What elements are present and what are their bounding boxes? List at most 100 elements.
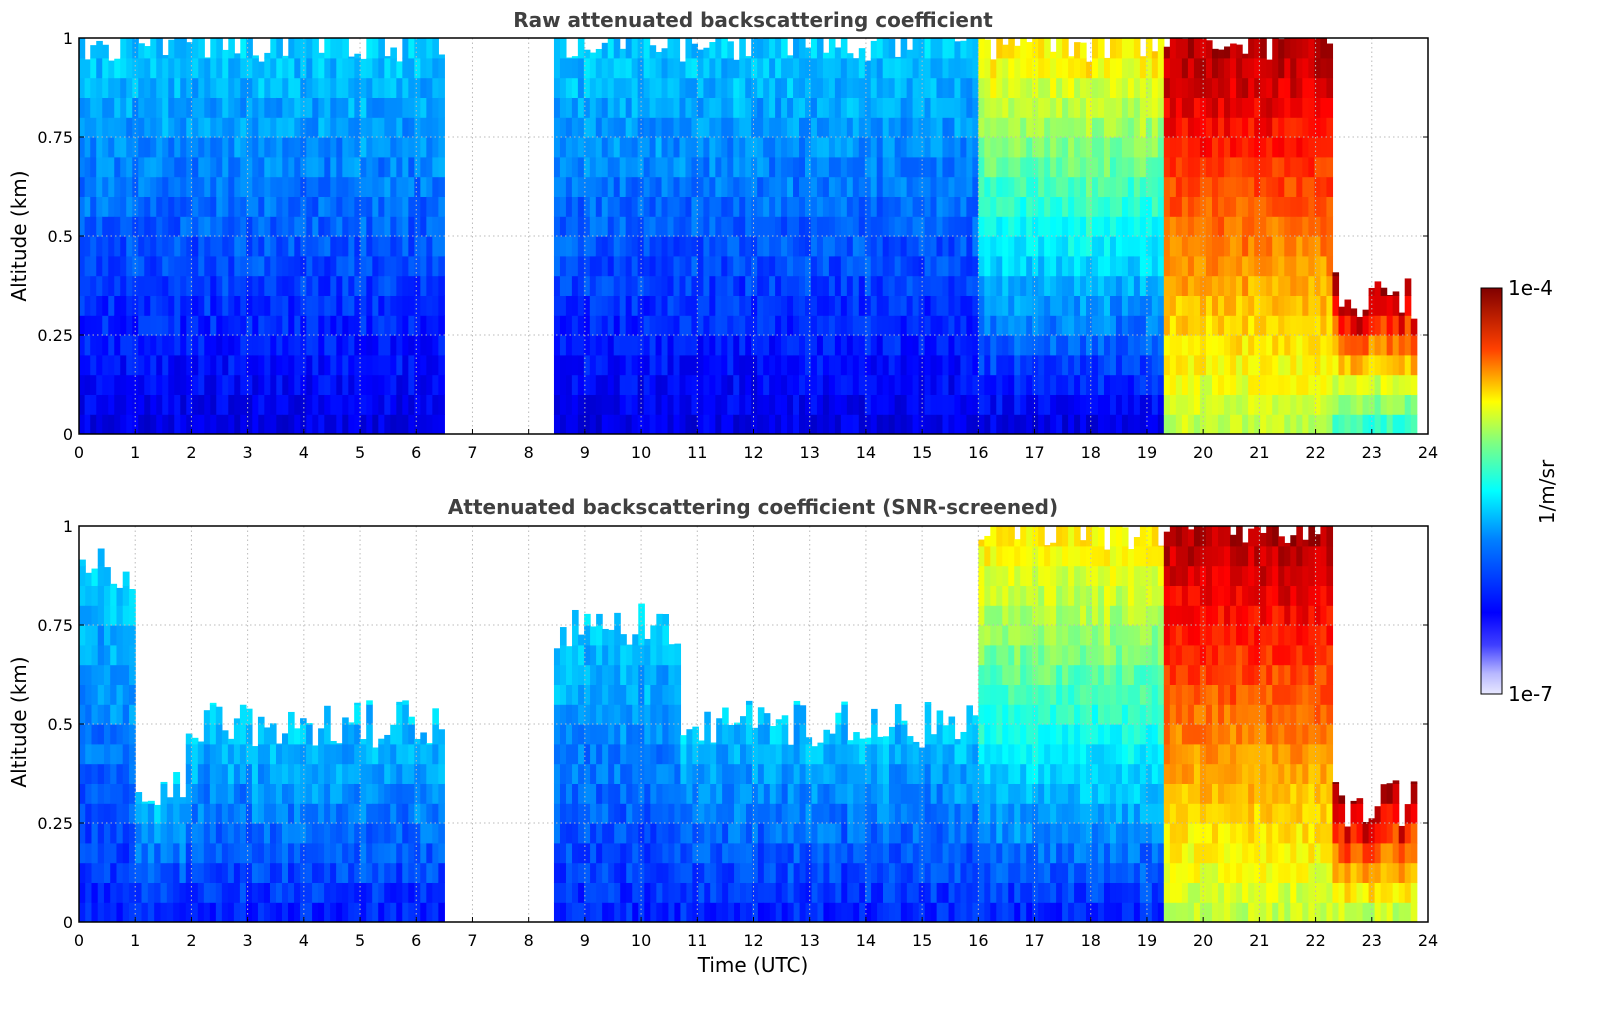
heatmap-cell [1139,236,1147,257]
heatmap-cell [1086,77,1093,98]
heatmap-cell [408,295,415,316]
heatmap-cell [1266,137,1273,158]
heatmap-cell [572,842,579,864]
heatmap-cell [1278,216,1285,237]
heatmap-cell [697,97,704,118]
heatmap-cell [882,156,890,178]
heatmap-cell [787,315,794,336]
heatmap-cell [751,335,758,356]
heatmap-cell [91,684,99,705]
heatmap-cell [276,275,283,296]
heatmap-cell [1326,137,1334,158]
heatmap-cell [703,315,710,336]
heatmap-cell [781,315,788,336]
heatmap-cell [110,862,118,883]
heatmap-cell [577,216,585,237]
heatmap-cell [90,414,97,434]
heatmap-cell [816,97,824,118]
heatmap-cell [643,255,651,277]
heatmap-cell [715,354,722,376]
heatmap-cell [566,646,573,666]
heatmap-cell [948,216,956,237]
heatmap-cell [360,763,367,784]
heatmap-cell [1115,394,1123,415]
heatmap-cell [978,354,985,376]
heatmap-cell [852,295,860,316]
heatmap-cell [276,335,283,356]
heatmap-cell [96,77,103,98]
heatmap-cell [1326,117,1334,138]
x-tick-label: 20 [1193,443,1213,462]
heatmap-cell [276,38,283,59]
heatmap-cell [336,255,343,277]
heatmap-cell [1008,196,1015,217]
heatmap-cell [553,354,561,376]
heatmap-cell [79,315,86,336]
heatmap-cell [972,156,979,178]
heatmap-cell [396,216,403,237]
heatmap-cell [930,196,938,217]
heatmap-cell [840,176,848,197]
heatmap-cell [733,156,740,178]
heatmap-cell [1218,77,1225,98]
heatmap-cell [156,97,163,118]
heatmap-cell [739,117,746,138]
heatmap-cell [864,354,872,376]
heatmap-cell [245,862,253,883]
heatmap-cell [426,783,433,804]
heatmap-cell [90,216,97,237]
heatmap-cell [366,783,373,804]
heatmap-cell [122,704,130,725]
heatmap-cell [426,117,433,138]
heatmap-cell [180,394,187,415]
heatmap-cell [294,97,301,118]
heatmap-cell [822,52,830,59]
heatmap-cell [1260,38,1267,59]
heatmap-cell [649,97,657,118]
heatmap-cell [257,724,265,745]
heatmap-cell [602,664,609,685]
heatmap-cell [1224,394,1231,415]
heatmap-cell [1320,77,1328,98]
heatmap-cell [1014,137,1021,158]
heatmap-cell [1224,315,1231,336]
heatmap-cell [1278,39,1285,59]
heatmap-cell [858,117,866,138]
heatmap-cell [312,236,319,257]
heatmap-cell [342,743,349,765]
heatmap-cell [894,275,902,296]
heatmap-cell [888,236,896,257]
heatmap-cell [584,823,591,844]
heatmap-cell [1002,216,1009,237]
heatmap-cell [348,57,355,79]
heatmap-cell [858,176,866,197]
heatmap-cell [79,882,86,903]
heatmap-cell [793,38,800,59]
heatmap-cell [1254,335,1261,356]
heatmap-cell [402,97,409,118]
heatmap-cell [775,295,782,316]
heatmap-cell [601,97,609,118]
heatmap-cell [1044,315,1051,336]
heatmap-cell [1139,56,1147,59]
heatmap-cell [1308,394,1315,415]
heatmap-cell [210,295,217,316]
heatmap-cell [984,117,991,138]
heatmap-cell [703,47,710,59]
heatmap-cell [673,315,681,336]
heatmap-cell [632,783,639,804]
heatmap-cell [312,745,319,765]
heatmap-cell [1068,414,1075,434]
heatmap-cell [840,196,848,217]
heatmap-cell [1320,176,1328,197]
heatmap-cell [1392,335,1400,356]
heatmap-cell [288,335,295,356]
heatmap-cell [745,77,752,98]
heatmap-cell [882,216,890,237]
heatmap-cell [79,763,86,784]
heatmap-cell [1080,156,1087,178]
heatmap-cell [577,335,585,356]
heatmap-cell [156,216,163,237]
heatmap-cell [1320,156,1328,178]
heatmap-cell [234,216,241,237]
